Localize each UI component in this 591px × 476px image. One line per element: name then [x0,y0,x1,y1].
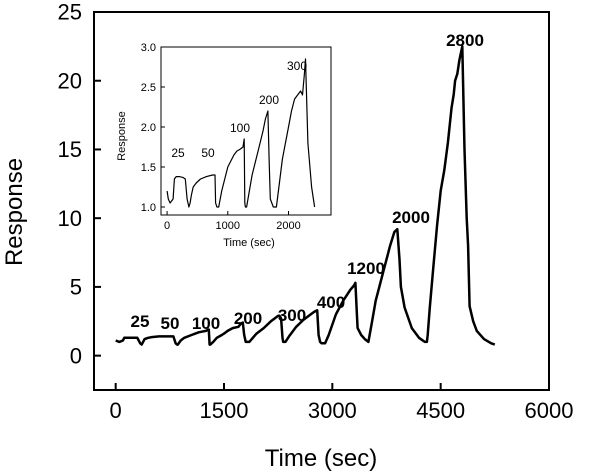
main-annotations: 25 50 100 200 300 400 1200 2000 2800 [131,31,484,333]
inset-y-tick-label-3: 2.5 [141,82,156,94]
main-x-tick-label-4: 6000 [525,398,574,423]
main-y-tick-label-4: 20 [58,68,82,93]
main-y-tick-label-2: 10 [58,206,82,231]
main-annotation-300: 300 [278,306,306,325]
main-x-tick-label-1: 1500 [200,398,249,423]
main-y-tick-label-1: 5 [70,275,82,300]
main-annotation-2800: 2800 [446,31,484,50]
inset-annotation-300: 300 [287,59,307,73]
inset-x-tick-label-1: 1000 [216,220,240,232]
main-x-tick-label-3: 4500 [416,398,465,423]
main-x-axis-title: Time (sec) [265,445,377,472]
main-annotation-200: 200 [234,309,262,328]
main-x-tick-label-0: 0 [110,398,122,423]
main-annotation-25: 25 [131,312,150,331]
inset-annotation-100: 100 [230,121,250,135]
main-series-line [115,45,496,346]
main-annotation-100: 100 [192,314,220,333]
main-annotation-2000: 2000 [392,208,430,227]
inset-y-tick-label-1: 1.5 [141,162,156,174]
main-y-tick-label-0: 0 [70,343,82,368]
main-annotation-1200: 1200 [347,259,385,278]
inset-y-tick-label-2: 2.0 [141,122,156,134]
main-y-axis-title: Response [1,158,28,266]
inset-y-tick-label-0: 1.0 [141,202,156,214]
main-y-tick-label-3: 15 [58,137,82,162]
inset-axis-ticks: 0 1000 2000 1.0 1.5 2.0 2.5 3.0 [141,42,301,232]
inset-x-tick-label-2: 2000 [276,220,300,232]
main-y-tick-label-5: 25 [58,0,82,25]
main-plot-frame [93,11,550,391]
inset-annotation-25: 25 [171,146,185,160]
inset-annotation-50: 50 [201,146,215,160]
main-x-tick-label-2: 3000 [308,398,357,423]
inset-annotation-200: 200 [259,93,279,107]
inset-annotations: 25 50 100 200 300 [171,59,307,160]
inset-series-line [166,58,316,208]
inset-x-axis-title: Time (sec) [223,237,275,249]
main-annotation-400: 400 [317,293,345,312]
inset-x-tick-label-0: 0 [164,220,170,232]
main-annotation-50: 50 [161,314,180,333]
inset-plot-frame [160,46,332,216]
inset-y-tick-label-4: 3.0 [141,42,156,54]
inset-y-axis-title: Response [116,111,128,161]
